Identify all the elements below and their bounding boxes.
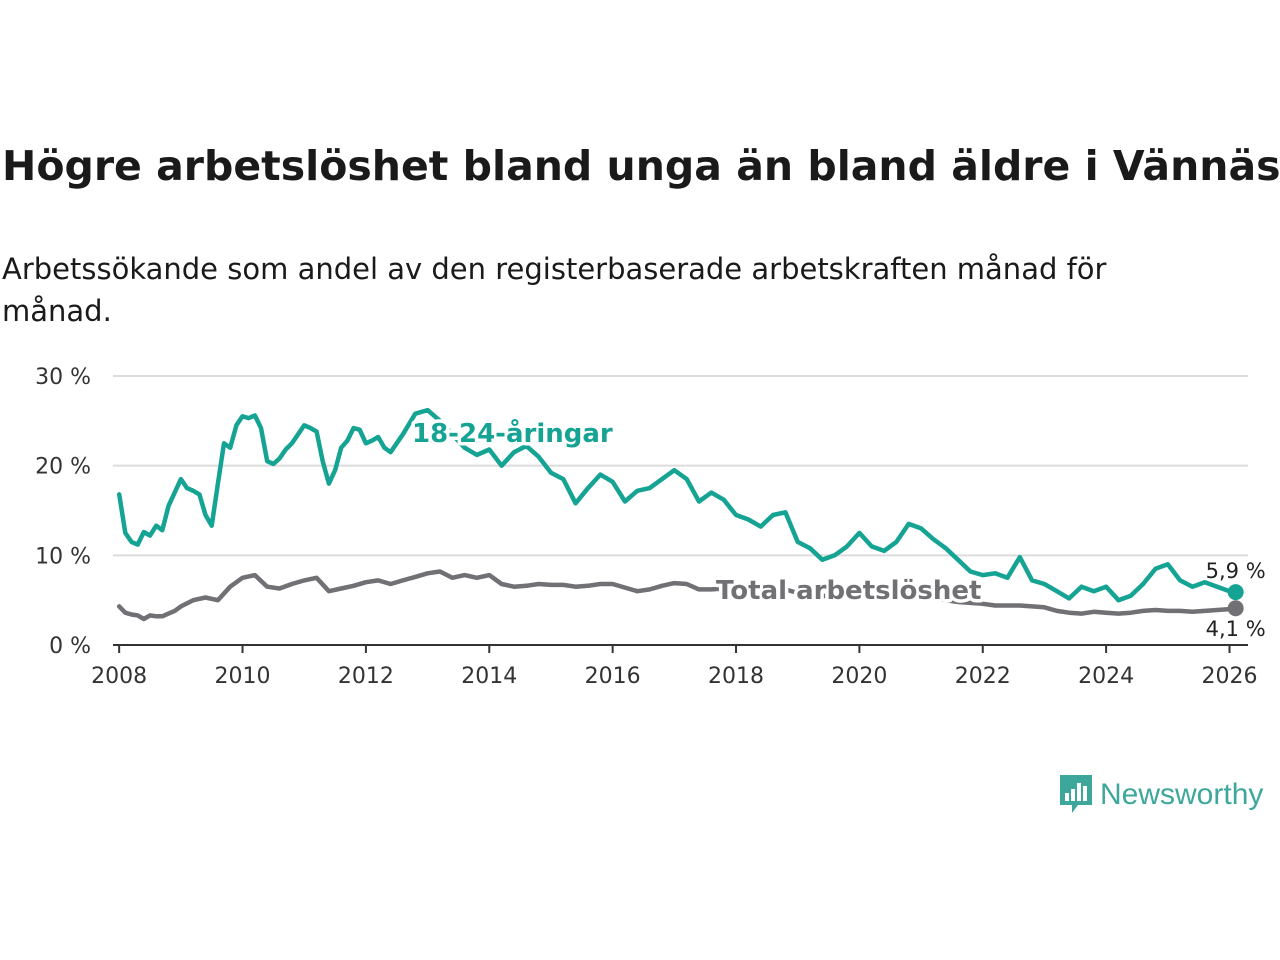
end-point-youth bbox=[1227, 584, 1244, 601]
page-subtitle: Arbetssökande som andel av den registerb… bbox=[2, 252, 1107, 328]
end-value-label-youth: 5,9 % bbox=[1206, 559, 1266, 583]
series-line-total bbox=[116, 569, 1238, 622]
series-label-youth: 18-24-åringar bbox=[412, 417, 613, 449]
page-title: Högre arbetslöshet bland unga än bland ä… bbox=[2, 142, 1280, 190]
x-tick-label: 2010 bbox=[215, 664, 271, 689]
axis-layer: 0 % 10 % 20 % 30 % 2008 2010 2012 2014 2016 2018 2… bbox=[35, 365, 1257, 689]
newsworthy-logo: Newsworthy bbox=[1058, 773, 1263, 817]
y-tick-label: 0 % bbox=[49, 634, 91, 659]
x-tick-label: 2012 bbox=[338, 664, 394, 689]
x-tick-label: 2008 bbox=[91, 664, 147, 689]
y-tick-label: 20 % bbox=[35, 455, 91, 480]
end-value-label-total: 4,1 % bbox=[1206, 617, 1266, 641]
y-tick-label: 10 % bbox=[35, 544, 91, 569]
x-tick-label: 2014 bbox=[461, 664, 517, 689]
end-point-total bbox=[1227, 600, 1244, 617]
x-tick-label: 2016 bbox=[585, 664, 641, 689]
brand-name: Newsworthy bbox=[1100, 778, 1264, 811]
x-tick-label: 2024 bbox=[1078, 664, 1134, 689]
x-tick-label: 2018 bbox=[708, 664, 764, 689]
line-chart: 0 % 10 % 20 % 30 % 2008 2010 2012 2014 2016 2018 2… bbox=[35, 365, 1266, 689]
x-tick-label: 2020 bbox=[831, 664, 887, 689]
x-tick-label: 2022 bbox=[955, 664, 1011, 689]
grid-layer bbox=[113, 375, 1248, 557]
x-tick-label: 2026 bbox=[1201, 664, 1257, 689]
series-layer bbox=[116, 407, 1244, 622]
y-tick-label: 30 % bbox=[35, 365, 91, 390]
label-layer: 5,9 % 4,1 % 18-24-åringar Total arbetslöshe… bbox=[409, 414, 1266, 642]
series-label-total: Total arbetslöshet bbox=[716, 576, 981, 606]
bar-chart-icon bbox=[1060, 775, 1092, 813]
series-line-youth bbox=[116, 407, 1238, 603]
